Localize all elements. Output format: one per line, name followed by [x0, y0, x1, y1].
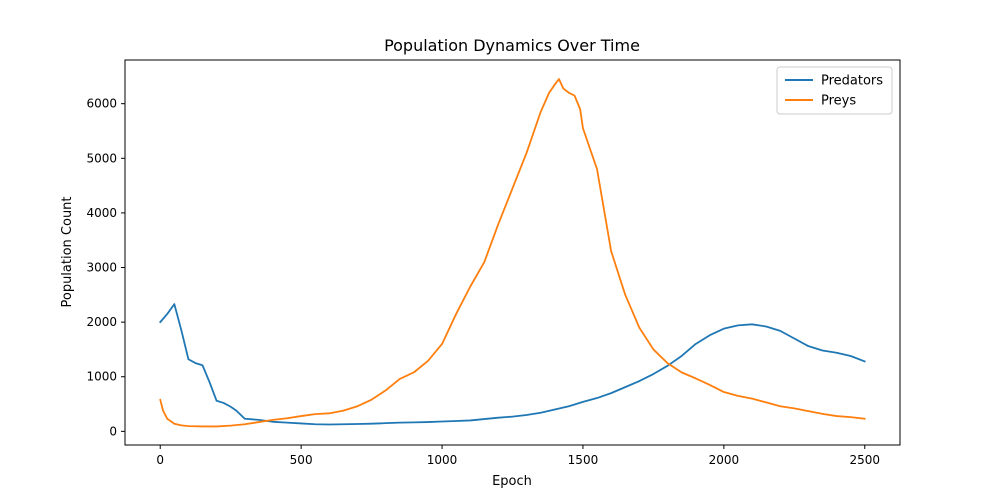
- y-tick-label: 3000: [86, 261, 117, 275]
- plot-area: [124, 59, 901, 446]
- y-tick-label: 6000: [86, 97, 117, 111]
- x-tick-label: 0: [156, 453, 164, 467]
- series-line-predators: [159, 303, 866, 426]
- x-tick-label: 1000: [427, 453, 458, 467]
- x-tick-label: 2500: [849, 453, 880, 467]
- y-axis-title: Population Count: [60, 196, 75, 307]
- x-axis: 0 500 1000 1500 2000 2500: [156, 445, 880, 467]
- y-tick-label: 0: [109, 424, 117, 438]
- plot-frame: [124, 59, 901, 446]
- y-axis: 0 1000 2000 3000 4000 5000 6000: [86, 97, 125, 438]
- series-layer: [159, 78, 866, 428]
- y-tick-label: 2000: [86, 315, 117, 329]
- legend-label-predators: Predators: [821, 74, 883, 89]
- plot-background: [125, 60, 900, 445]
- x-tick-label: 1500: [568, 453, 599, 467]
- x-tick-label: 2000: [709, 453, 740, 467]
- legend: Predators Preys: [776, 66, 893, 115]
- y-tick-label: 4000: [86, 206, 117, 220]
- x-tick-label: 500: [290, 453, 313, 467]
- legend-box: [776, 66, 893, 115]
- legend-label-preys: Preys: [821, 94, 856, 109]
- y-tick-label: 5000: [86, 151, 117, 165]
- chart-title: Population Dynamics Over Time: [384, 36, 640, 55]
- y-tick-label: 1000: [86, 370, 117, 384]
- x-axis-title: Epoch: [492, 474, 532, 489]
- series-line-preys: [159, 78, 866, 428]
